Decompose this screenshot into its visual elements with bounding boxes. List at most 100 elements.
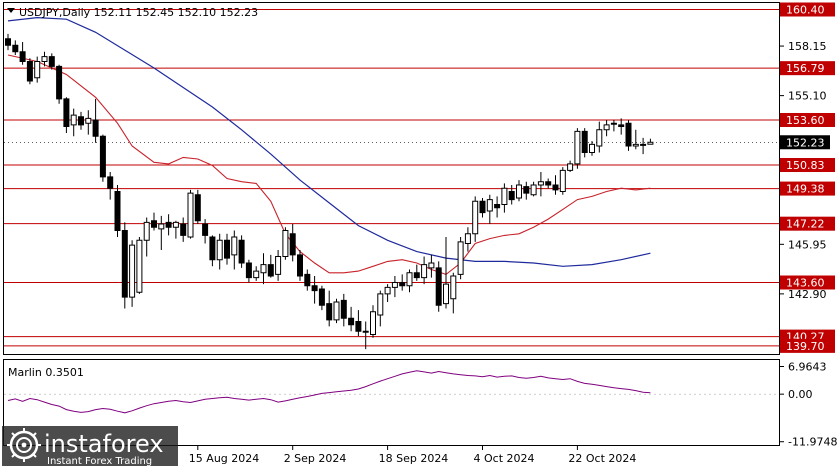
candle-body-bearish [552,184,559,191]
candle [413,264,420,281]
candle [165,214,172,236]
indicator-tick-label: 6.9643 [788,360,827,373]
candle-body-bullish [275,256,282,275]
candle-body-bearish [92,119,99,137]
candle-body-bullish [377,293,384,316]
horizontal-levels [4,9,779,347]
candle [41,51,48,67]
candle [384,284,391,302]
candle-body-bearish [63,98,70,127]
candle-body-bullish [187,192,194,238]
candle [501,183,508,213]
candle [530,181,537,197]
candle [589,141,595,156]
level-label-box [780,158,835,173]
candle-body-bullish [333,301,340,321]
candle-body-bullish [610,122,617,125]
candle-body-bullish [260,264,267,274]
candle [311,276,318,304]
candle-body-bearish [48,56,55,67]
logo-emblem-icon [7,428,41,462]
candle [92,98,99,143]
candle [267,254,274,278]
candle [545,178,552,189]
candle-body-bullish [421,264,428,279]
indicator-tick-label: 0.00 [788,388,813,401]
candle-body-bearish [180,223,187,236]
candle [158,215,165,250]
candle [63,97,70,133]
level-label-box [780,61,835,76]
candle-body-bearish [209,236,216,261]
candle [647,138,654,145]
candle-body-bullish [464,233,471,244]
candle [121,222,128,309]
candle [209,235,216,267]
candle [574,128,581,169]
candle [260,253,267,285]
candle [107,172,114,200]
candle [443,237,449,309]
candle-body-bullish [472,200,479,235]
candle [318,285,325,311]
candle-body-bearish [5,38,11,46]
time-tick-label: 15 Aug 2024 [189,452,259,465]
candle-body-bullish [362,330,369,333]
time-tick-label: 2 Sep 2024 [284,452,347,465]
candle-body-bullish [537,181,544,186]
candle-body-bearish [267,264,274,277]
candle-body-bullish [640,143,647,146]
candle [559,167,566,195]
logo-tagline: Instant Forex Trading [47,456,152,467]
indicator-pane-frame [3,359,780,446]
candle [231,230,238,270]
candle-body-bullish [231,236,238,256]
candle-body-bullish [530,184,537,196]
dropdown-triangle-icon[interactable] [7,8,15,13]
candle [187,189,194,239]
level-label: 147.22 [786,218,825,231]
level-label: 150.83 [786,159,825,172]
candle-body-bullish [596,129,603,147]
level-label-box [780,113,835,127]
candle [508,185,515,205]
candle [486,194,493,224]
candle-body-bearish [289,233,296,256]
candle [362,321,369,350]
candle-body-bearish [194,194,201,222]
candle [224,233,230,265]
candle-body-bearish [56,65,63,100]
candle [391,276,398,298]
candle-body-bearish [224,239,230,259]
level-label-box [780,2,835,17]
candle-body-bearish [581,130,588,153]
candle-body-bearish [399,282,406,287]
candle [552,175,559,195]
candle-body-bullish [143,221,150,241]
price-axis: 158.15 155.10 145.95 142.90 160.40 156.79 153.… [779,2,835,353]
candle-body-bullish [129,244,136,298]
candle-body-bearish [121,230,128,298]
time-tick-label: 4 Oct 2024 [474,452,535,465]
candle [464,227,471,252]
candle [253,266,260,281]
price-tick-label: 145.95 [788,238,827,251]
candle-body-bearish [523,186,530,194]
indicator-header: Marlin 0.3501 [8,366,84,379]
price-tick-label: 155.10 [788,90,827,103]
candle-body-bearish [114,191,121,231]
candle-body-bullish [516,184,522,199]
current-price-label: 152.23 [786,136,825,149]
candle-body-bullish [136,239,143,293]
candle-body-bullish [450,275,457,300]
candle-body-bullish [632,143,639,147]
candle [275,250,282,281]
candle-body-bullish [457,241,464,275]
candle [143,217,150,257]
candle [537,172,544,197]
candle-body-bearish [202,223,209,236]
candle-body-bearish [99,135,106,178]
